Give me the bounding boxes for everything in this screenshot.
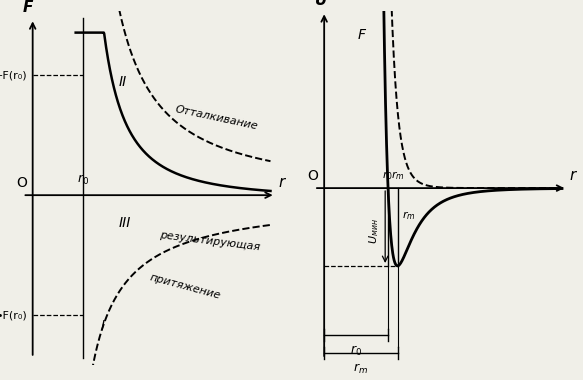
Text: $r_0$: $r_0$ <box>382 169 394 182</box>
Text: II: II <box>119 75 127 89</box>
Text: I: I <box>101 319 105 333</box>
Text: $r_0$: $r_0$ <box>350 344 362 358</box>
Text: Отталкивание: Отталкивание <box>174 104 259 131</box>
Text: $r_m$: $r_m$ <box>402 209 415 222</box>
Text: притяжение: притяжение <box>149 273 222 301</box>
Text: $r_0$: $r_0$ <box>77 173 89 187</box>
Text: •F(r₀): •F(r₀) <box>0 310 27 320</box>
Text: O: O <box>308 169 318 184</box>
Text: результирующая: результирующая <box>159 230 261 252</box>
Text: $r_m$: $r_m$ <box>391 169 405 182</box>
Text: r: r <box>570 168 576 184</box>
Text: $r_m$: $r_m$ <box>353 362 368 376</box>
Text: III: III <box>119 217 131 230</box>
Text: U: U <box>315 0 328 8</box>
Text: $U_{мин}$: $U_{мин}$ <box>367 218 381 244</box>
Text: +F(r₀): +F(r₀) <box>0 70 27 80</box>
Text: r: r <box>278 174 285 190</box>
Text: F: F <box>22 0 33 15</box>
Text: F: F <box>358 28 366 42</box>
Text: O: O <box>16 176 27 190</box>
